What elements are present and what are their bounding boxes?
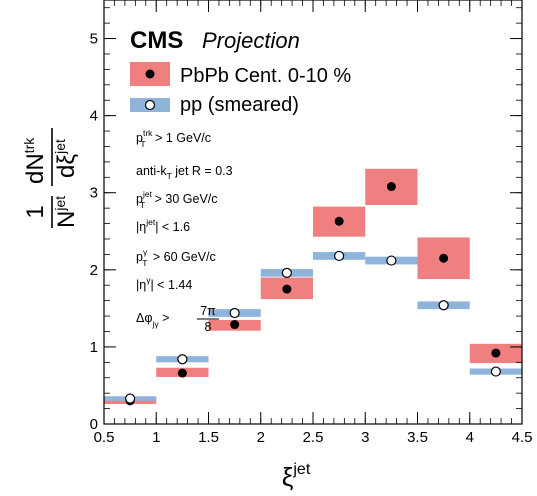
status-label: Projection	[202, 28, 300, 53]
y-title-one: 1	[22, 205, 49, 218]
y-tick-label: 3	[90, 185, 98, 202]
pp-point	[438, 300, 449, 311]
x-tick-label: 2.5	[303, 429, 324, 446]
x-tick-label: 2	[257, 429, 265, 446]
x-axis-title: ξjet	[282, 461, 311, 492]
y-title-den: Njet	[52, 196, 80, 228]
x-tick-label: 1	[152, 429, 160, 446]
data-layer	[104, 168, 522, 406]
y-title-num: dNtrk	[21, 137, 49, 184]
annotation-gamma-eta: |ηγ| < 1.44	[136, 275, 192, 292]
y-tick-label: 4	[90, 108, 98, 125]
annotation-jet-pt: pjet T > 30 GeV/c	[136, 189, 218, 210]
pbpb-point	[491, 348, 501, 358]
pbpb-point	[282, 284, 292, 294]
x-tick-label: 1.5	[198, 429, 219, 446]
y-axis-title: 1 Njet dNtrk dξjet	[21, 128, 80, 228]
pbpb-point	[230, 320, 240, 330]
pp-point	[281, 267, 292, 279]
y-tick-label: 1	[90, 339, 98, 356]
pp-point	[229, 307, 240, 319]
y-tick-label: 0	[90, 416, 98, 433]
x-tick-label: 4	[466, 429, 474, 446]
annotations: ptrk T > 1 GeV/c anti-kT jet R = 0.3 pjet…	[136, 128, 233, 334]
x-tick-label: 3.5	[407, 429, 428, 446]
pbpb-point	[334, 216, 344, 226]
annotation-dphi: Δφjγ >	[136, 311, 169, 329]
pbpb-point	[439, 253, 449, 263]
pp-point	[386, 255, 397, 266]
pbpb-point	[177, 368, 187, 378]
legend: PbPb Cent. 0-10 % pp (smeared)	[130, 62, 351, 116]
y-tick-label: 5	[90, 31, 98, 48]
legend-marker-pp	[144, 99, 156, 111]
annotation-gamma-pt: pγ T > 60 GeV/c	[136, 247, 216, 268]
pp-point	[125, 393, 136, 404]
legend-label-pp: pp (smeared)	[180, 94, 299, 116]
pbpb-point	[386, 182, 396, 192]
x-tick-label: 0.5	[94, 429, 115, 446]
experiment-label: CMS	[130, 27, 183, 54]
annotation-trk-pt: ptrk T > 1 GeV/c	[136, 128, 211, 149]
x-tick-label: 4.5	[512, 429, 533, 446]
pp-point	[334, 250, 345, 262]
y-title-dxi: dξjet	[52, 139, 80, 178]
legend-marker-pbpb	[145, 69, 155, 79]
x-tick-label: 3	[361, 429, 369, 446]
y-tick-label: 2	[90, 262, 98, 279]
axes-layer: 0.5 1 1.5 2 2.5 3 3.5 4 4.5 0 1 2 3 4 5	[90, 0, 533, 446]
annotation-dphi-numerator: 7π	[200, 304, 216, 318]
annotation-jet-algo: anti-kT jet R = 0.3	[136, 164, 233, 181]
legend-label-pbpb: PbPb Cent. 0-10 %	[180, 65, 351, 87]
annotation-jet-eta: |ηjet| < 1.6	[136, 217, 190, 234]
annotation-dphi-denominator: 8	[205, 320, 212, 334]
pp-point	[490, 366, 501, 377]
pp-point	[177, 354, 188, 365]
